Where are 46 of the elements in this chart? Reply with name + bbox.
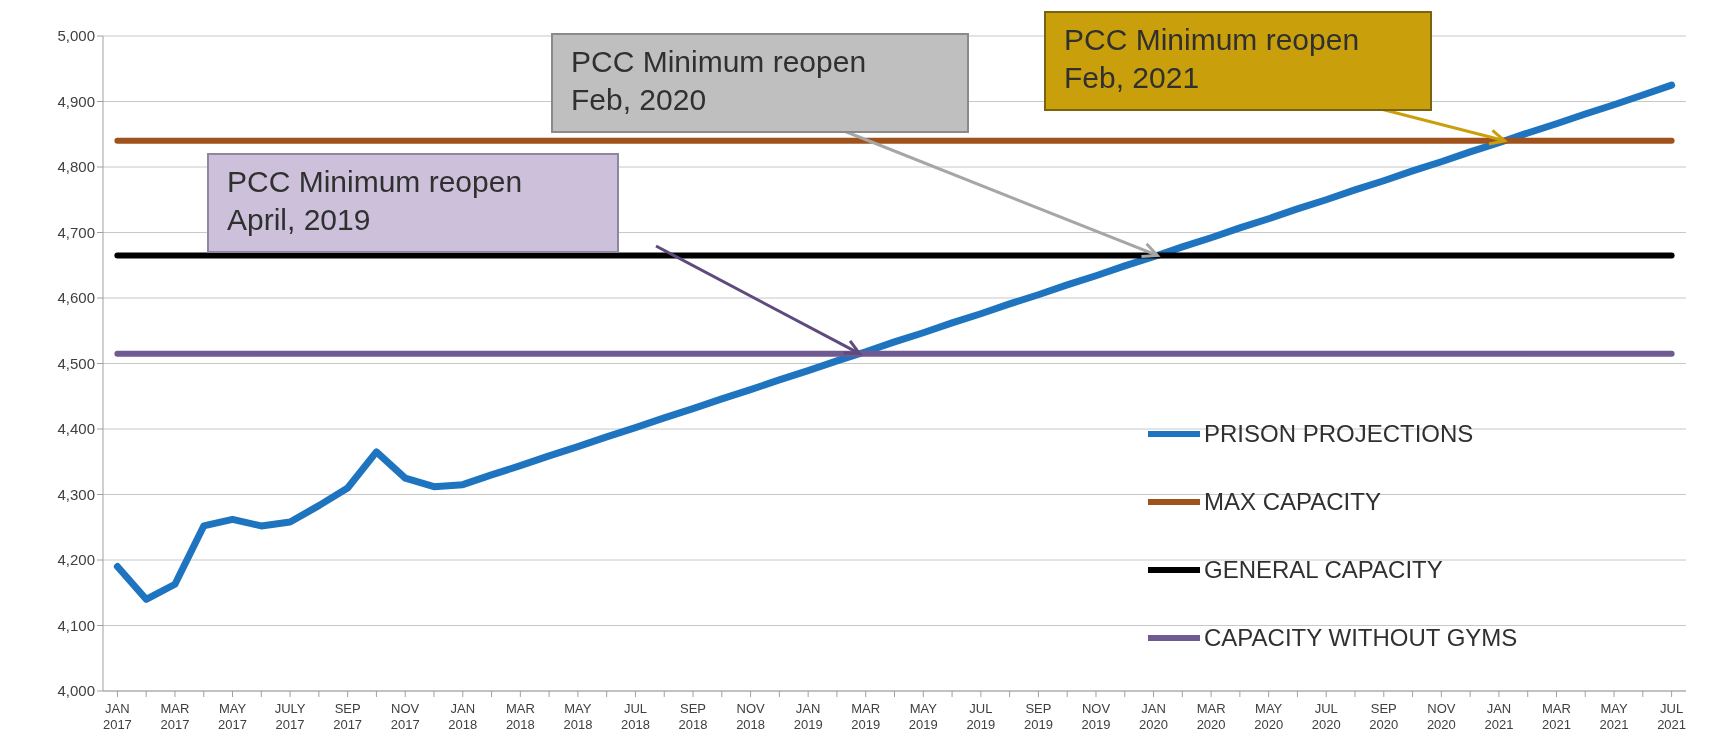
x-tick-label: MAY 2017: [218, 701, 247, 732]
x-tick-label: SEP 2018: [678, 701, 708, 732]
y-tick-label: 4,000: [57, 682, 95, 700]
x-tick-label: MAY 2021: [1599, 701, 1629, 732]
x-tick-label: MAR 2018: [505, 701, 535, 732]
text-box: PCC Minimum reopen Feb, 2021: [1044, 11, 1432, 111]
x-tick-label: MAR 2020: [1196, 701, 1226, 732]
y-tick-label: 5,000: [57, 27, 95, 45]
x-tick-label: JAN 2017: [102, 701, 132, 732]
y-tick-label: 4,500: [57, 354, 95, 372]
x-tick-label: JAN 2018: [448, 701, 478, 732]
legend-label: PRISON PROJECTIONS: [1204, 420, 1474, 448]
x-tick-label: MAR 2019: [851, 701, 881, 732]
y-tick-label: 4,100: [57, 616, 95, 634]
x-tick-label: SEP 2017: [333, 701, 363, 732]
x-tick-label: SEP 2020: [1369, 701, 1399, 732]
y-tick-label: 4,800: [57, 158, 95, 176]
x-tick-label: NOV 2020: [1426, 701, 1456, 732]
legend-label: MAX CAPACITY: [1204, 488, 1381, 516]
legend-label: CAPACITY WITHOUT GYMS: [1204, 624, 1518, 652]
x-tick-label: MAY 2020: [1254, 701, 1284, 732]
text-box: PCC Minimum reopen Feb, 2020: [551, 33, 969, 133]
x-tick-label: JAN 2020: [1139, 701, 1168, 732]
x-tick-label: MAY 2018: [563, 701, 593, 732]
y-tick-label: 4,400: [57, 420, 95, 438]
x-tick-label: NOV 2019: [1081, 701, 1111, 732]
x-tick-label: MAY 2019: [908, 701, 938, 732]
x-tick-label: JAN 2019: [793, 701, 823, 732]
x-tick-label: NOV 2017: [390, 701, 420, 732]
x-tick-label: JULY 2017: [274, 701, 306, 732]
x-tick-label: JAN 2021: [1484, 701, 1514, 732]
y-tick-label: 4,300: [57, 485, 95, 503]
x-tick-label: JUL 2019: [966, 701, 996, 732]
y-tick-label: 4,900: [57, 92, 95, 110]
x-tick-label: SEP 2019: [1023, 701, 1053, 732]
x-tick-label: MAR 2021: [1542, 701, 1571, 732]
x-tick-label: JUL 2020: [1311, 701, 1341, 732]
y-tick-label: 4,200: [57, 551, 95, 569]
y-tick-label: 4,600: [57, 289, 95, 307]
legend-label: GENERAL CAPACITY: [1204, 556, 1443, 584]
x-tick-label: MAR 2017: [160, 701, 190, 732]
text-box: PCC Minimum reopen April, 2019: [207, 153, 619, 253]
x-tick-label: JUL 2021: [1657, 701, 1687, 732]
x-tick-label: JUL 2018: [621, 701, 650, 732]
y-tick-label: 4,700: [57, 223, 95, 241]
x-tick-label: NOV 2018: [736, 701, 766, 732]
